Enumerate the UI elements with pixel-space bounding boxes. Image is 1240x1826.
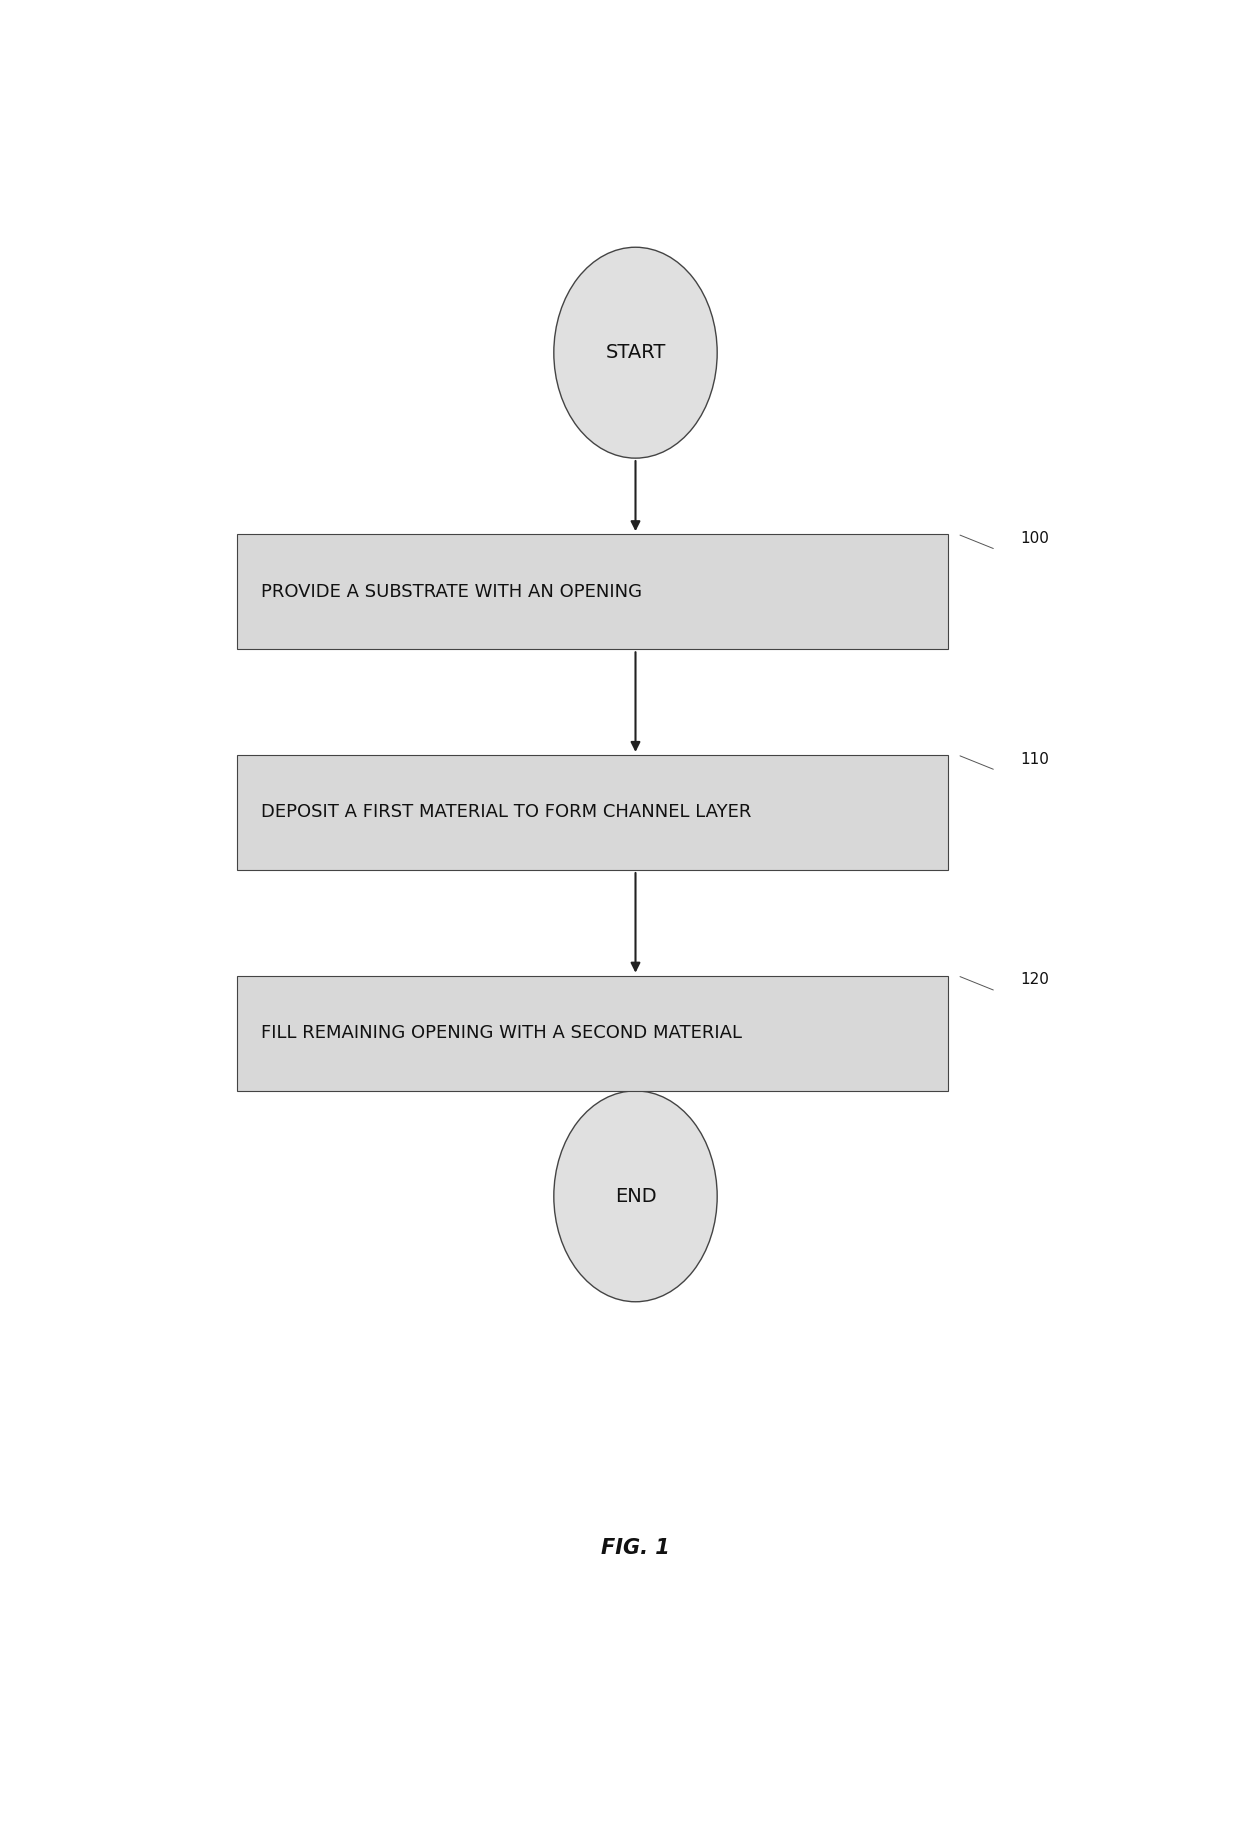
Text: FILL REMAINING OPENING WITH A SECOND MATERIAL: FILL REMAINING OPENING WITH A SECOND MAT… xyxy=(260,1024,742,1043)
Text: END: END xyxy=(615,1187,656,1205)
Text: 110: 110 xyxy=(1019,752,1049,767)
Text: 100: 100 xyxy=(1019,531,1049,546)
Bar xyxy=(237,533,947,650)
Text: 120: 120 xyxy=(1019,971,1049,988)
Bar xyxy=(237,975,947,1090)
Bar xyxy=(237,754,947,871)
Ellipse shape xyxy=(554,247,717,458)
Text: PROVIDE A SUBSTRATE WITH AN OPENING: PROVIDE A SUBSTRATE WITH AN OPENING xyxy=(260,582,642,601)
Ellipse shape xyxy=(554,1090,717,1302)
Text: DEPOSIT A FIRST MATERIAL TO FORM CHANNEL LAYER: DEPOSIT A FIRST MATERIAL TO FORM CHANNEL… xyxy=(260,803,751,822)
Text: FIG. 1: FIG. 1 xyxy=(601,1537,670,1558)
Text: START: START xyxy=(605,343,666,362)
